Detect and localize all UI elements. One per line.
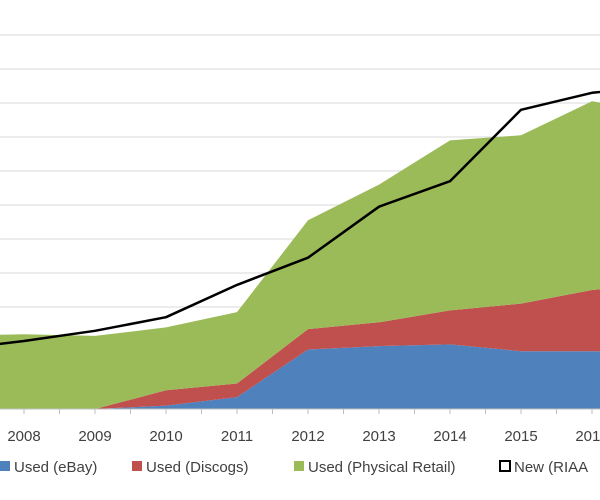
legend-swatch: [132, 461, 142, 471]
area-used-physical-retail: [0, 101, 600, 409]
legend-swatch: [0, 461, 10, 471]
area-used-discogs: [0, 289, 600, 409]
x-tick-label: 2010: [149, 428, 182, 445]
legend: Used (eBay) Used (Discogs) Used (Physical …: [0, 459, 588, 476]
legend-swatch: [499, 460, 511, 472]
x-tick-label: 2012: [291, 428, 324, 445]
x-tick-label: 2015: [504, 428, 537, 445]
x-tick-label: 2014: [433, 428, 466, 445]
legend-label: Used (Discogs): [146, 459, 249, 476]
legend-swatch: [294, 461, 304, 471]
x-tick-label: 2008: [7, 428, 40, 445]
x-tick-label: 2011: [221, 428, 253, 445]
x-tick-label: 2013: [362, 428, 395, 445]
x-tick-label: 2016: [575, 428, 600, 445]
line-new-riaa: [0, 90, 600, 346]
legend-label: Used (Physical Retail): [308, 459, 456, 476]
x-axis: 2008 2009 2010 2011 2012 2013 2014 2015 2016: [0, 408, 600, 445]
series-lines: [0, 90, 600, 346]
area-used-ebay: [0, 344, 600, 409]
x-tick-label: 2009: [78, 428, 111, 445]
legend-label: New (RIAA: [514, 459, 588, 476]
stacked-areas: [0, 101, 600, 409]
legend-label: Used (eBay): [14, 459, 97, 476]
